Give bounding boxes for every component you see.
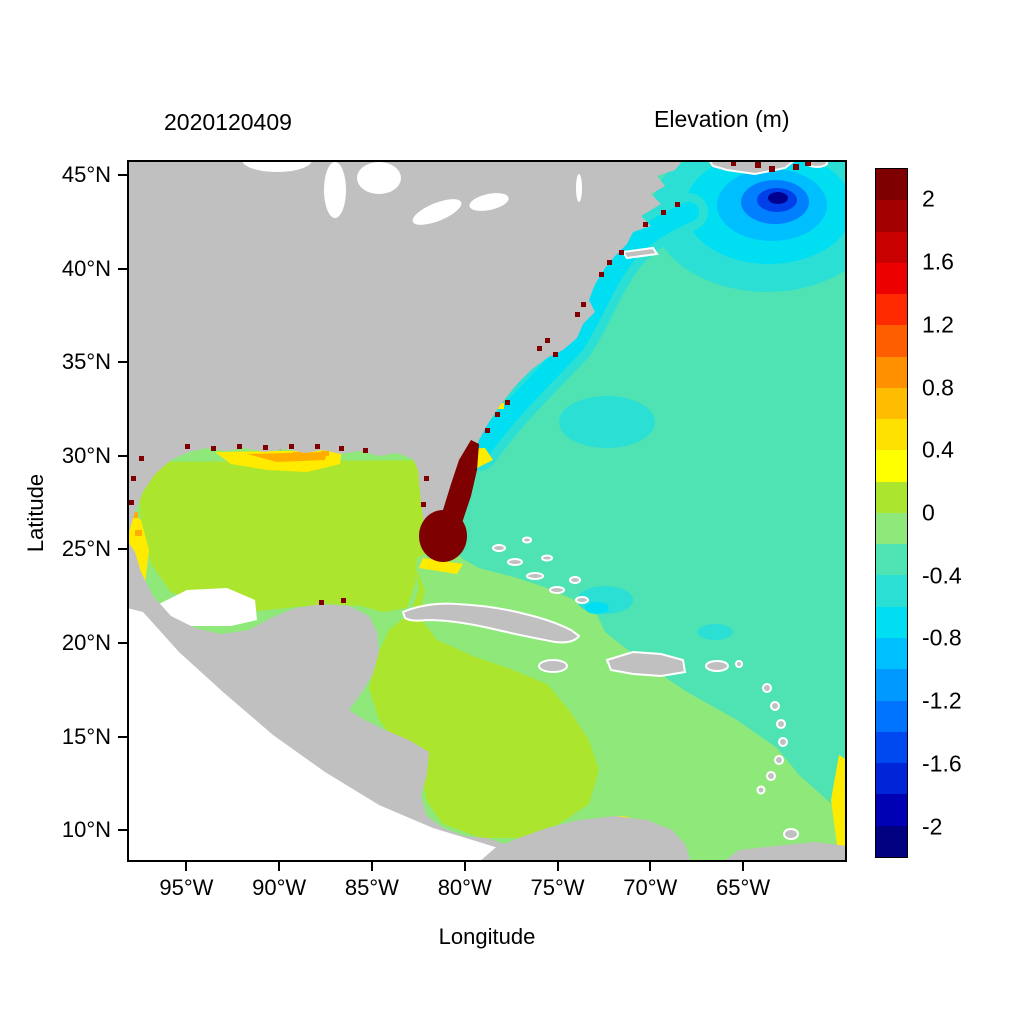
- orange-accents: [131, 451, 329, 536]
- y-tick: [118, 548, 127, 551]
- x-tick: [649, 862, 652, 871]
- colorbar-segment: [876, 169, 907, 201]
- colorbar-tick-label: 0.8: [922, 374, 954, 401]
- colorbar-segment: [876, 825, 907, 857]
- colorbar-segment: [876, 356, 907, 388]
- colorbar-segment: [876, 544, 907, 576]
- colorbar: [875, 168, 908, 858]
- colorbar-segment: [876, 763, 907, 795]
- x-tick: [185, 862, 188, 871]
- y-tick-label: 10°N: [61, 817, 111, 843]
- florida-tip-surge-blob: [419, 510, 467, 562]
- x-tick-label: 85°W: [344, 875, 399, 900]
- y-tick-label: 45°N: [61, 161, 111, 187]
- colorbar-segment: [876, 294, 907, 326]
- x-tick: [278, 862, 281, 871]
- x-tick: [463, 862, 466, 871]
- pacific-nodata: [127, 608, 517, 862]
- island-jamaica: [538, 659, 568, 673]
- y-tick: [118, 829, 127, 832]
- y-tick-label: 40°N: [61, 255, 111, 281]
- x-tick: [370, 862, 373, 871]
- bay-of-campeche-nodata: [155, 588, 257, 626]
- x-tick-label: 90°W: [252, 875, 307, 900]
- y-tick: [118, 361, 127, 364]
- colorbar-tick-label: 2: [922, 185, 935, 212]
- colorbar-tick-label: 0.4: [922, 436, 954, 463]
- island-puerto-rico: [705, 660, 729, 672]
- x-tick-label: 70°W: [623, 875, 678, 900]
- x-tick-label: 75°W: [530, 875, 585, 900]
- colorbar-tick-label: -0.4: [922, 562, 962, 589]
- colorbar-tick-label: -2: [922, 813, 943, 840]
- islands: [401, 160, 828, 840]
- colorbar-tick-label: -1.6: [922, 750, 962, 777]
- y-tick: [118, 173, 127, 176]
- maine-anomaly-core-navy: [768, 192, 788, 204]
- land-north-america: [127, 160, 683, 550]
- colorbar-segment: [876, 700, 907, 732]
- y-tick-label: 25°N: [61, 536, 111, 562]
- midatlantic-turquoise-patch: [559, 396, 655, 448]
- map-svg: [127, 160, 847, 862]
- colorbar-labels: 2 1.6 1.2 0.8 0.4 0 -0.4 -0.8 -1.2 -1.6 -2: [922, 168, 1012, 858]
- y-tick-label: 35°N: [61, 349, 111, 375]
- island-long-island: [621, 246, 659, 260]
- x-tick-label: 80°W: [437, 875, 492, 900]
- colorbar-tick-label: 1.2: [922, 311, 954, 338]
- colorbar-segment: [876, 387, 907, 420]
- y-tick-label: 20°N: [61, 629, 111, 655]
- colorbar-tick-label: 1.6: [922, 248, 954, 275]
- bahamas-cyan-patch: [585, 602, 609, 614]
- plot-frame: [127, 160, 847, 862]
- x-tick-label: 65°W: [716, 875, 771, 900]
- land-nova-scotia: [707, 160, 797, 176]
- y-tick-label: 30°N: [61, 442, 111, 468]
- colorbar-segment: [876, 325, 907, 357]
- colorbar-segment: [876, 419, 907, 451]
- x-axis-title: Longitude: [438, 924, 536, 949]
- timestamp-title: 2020120409: [164, 109, 292, 135]
- island-hispaniola: [605, 650, 687, 678]
- y-tick: [118, 267, 127, 270]
- colorbar-segment: [876, 637, 907, 670]
- y-axis-title: Latitude: [23, 473, 48, 553]
- colorbar-segment: [876, 481, 907, 513]
- colorbar-tick-label: -0.8: [922, 624, 962, 651]
- gulf-yellowgreen-region: [139, 460, 465, 612]
- land-south-america-west: [479, 816, 691, 862]
- plot-area: [127, 160, 847, 862]
- colorbar-segment: [876, 262, 907, 295]
- florida-keys-yellow: [419, 558, 463, 574]
- x-tick-label: 95°W: [159, 875, 214, 900]
- colorbar-segment: [876, 575, 907, 607]
- colorbar-segment: [876, 669, 907, 701]
- y-tick: [118, 735, 127, 738]
- colorbar-segment: [876, 731, 907, 764]
- colorbar-segment: [876, 606, 907, 638]
- x-tick: [742, 862, 745, 871]
- colorbar-tick-label: 0: [922, 499, 935, 526]
- colorbar-title: Elevation (m): [654, 106, 790, 132]
- colorbar-segment: [876, 512, 907, 545]
- colorbar-tick-label: -1.2: [922, 687, 962, 714]
- y-tick: [118, 641, 127, 644]
- y-tick: [118, 454, 127, 457]
- great-lakes: [242, 160, 582, 225]
- darkred-surge-maxima: [129, 160, 811, 605]
- y-tick-label: 15°N: [61, 723, 111, 749]
- colorbar-segment: [876, 231, 907, 263]
- colorbar-segment: [876, 200, 907, 232]
- hispaniola-north-turquoise-patch: [697, 624, 733, 640]
- island-trinidad: [783, 828, 799, 840]
- land-south-america-east: [723, 842, 847, 862]
- colorbar-segment: [876, 794, 907, 826]
- x-tick: [556, 862, 559, 871]
- island-cuba: [401, 602, 581, 644]
- colorbar-segment: [876, 450, 907, 482]
